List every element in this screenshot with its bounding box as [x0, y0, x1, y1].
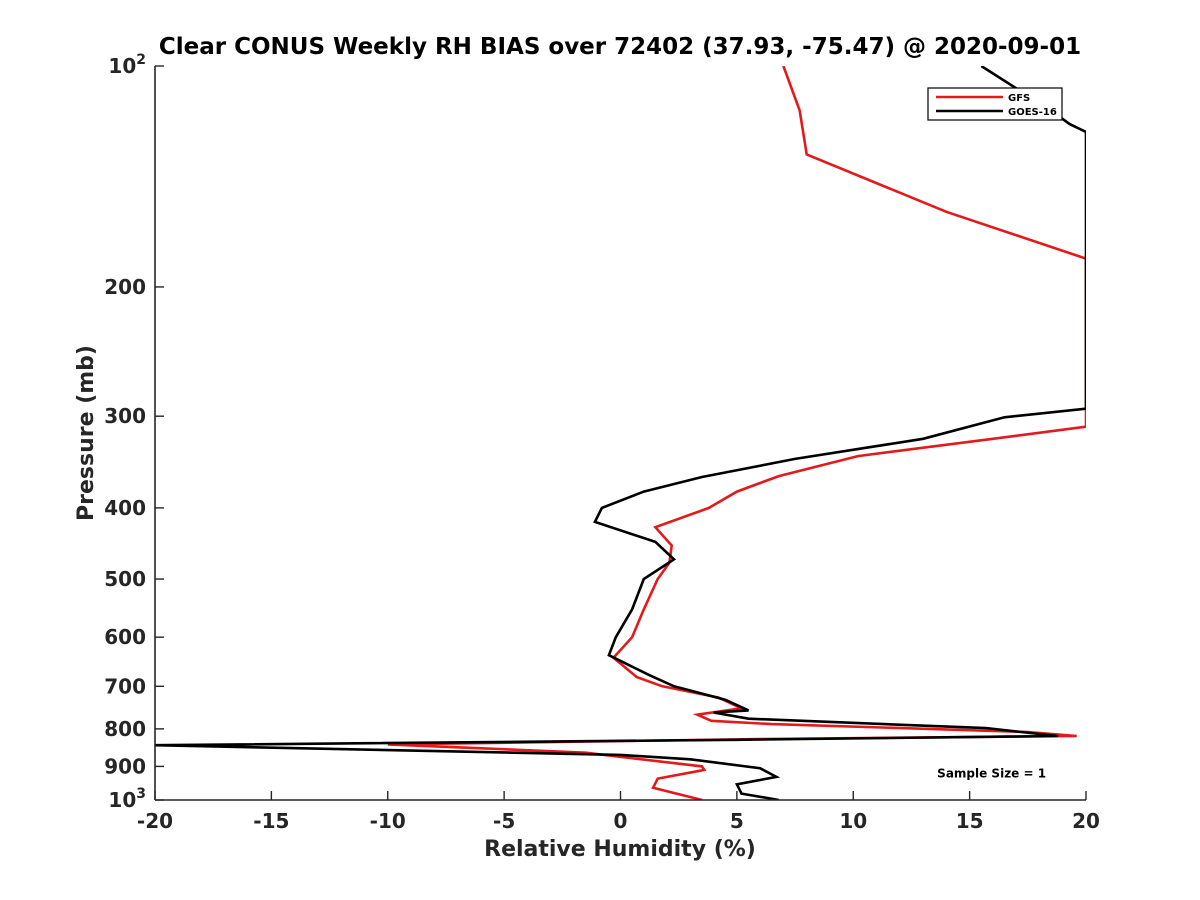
y-tick-label: 103	[108, 786, 146, 812]
series-line-gfs	[387, 66, 1086, 800]
annotations: Sample Size = 1	[937, 766, 1046, 780]
legend-label-gfs: GFS	[1008, 93, 1030, 104]
x-tick-label: -20	[137, 809, 173, 833]
series-line-goes-16	[155, 66, 1086, 800]
legend-box	[927, 87, 1063, 121]
y-tick-label: 300	[104, 404, 146, 428]
x-tick-label: 5	[730, 809, 744, 833]
x-tick-label: 15	[956, 809, 984, 833]
y-tick-label: 500	[104, 567, 146, 591]
y-tick-label: 800	[104, 717, 146, 741]
legend: GFS GOES-16	[927, 87, 1063, 121]
series-layer	[155, 66, 1086, 800]
x-tick-label: 0	[614, 809, 628, 833]
x-tick-label: 20	[1072, 809, 1100, 833]
x-tick-label: 10	[839, 809, 867, 833]
y-tick-label: 200	[104, 275, 146, 299]
sample-size-annotation: Sample Size = 1	[937, 766, 1046, 780]
x-axis-title: Relative Humidity (%)	[484, 837, 756, 862]
y-tick-label: 900	[104, 754, 146, 778]
legend-label-goes-16: GOES-16	[1008, 107, 1057, 118]
y-tick-label: 400	[104, 496, 146, 520]
x-tick-label: -10	[370, 809, 406, 833]
y-axis-title: Pressure (mb)	[74, 345, 99, 521]
y-tick-label: 600	[104, 625, 146, 649]
y-tick-label: 102	[108, 52, 146, 78]
y-tick-label: 700	[104, 674, 146, 698]
y-ticks: 102 200 300 400 500 600 700 800 900 103	[104, 52, 164, 812]
x-ticks: -20 -15 -10 -5 0 5 10 15 20	[137, 791, 1100, 833]
x-tick-label: -15	[253, 809, 289, 833]
chart-title: Clear CONUS Weekly RH BIAS over 72402 (3…	[159, 34, 1081, 60]
x-tick-label: -5	[493, 809, 515, 833]
